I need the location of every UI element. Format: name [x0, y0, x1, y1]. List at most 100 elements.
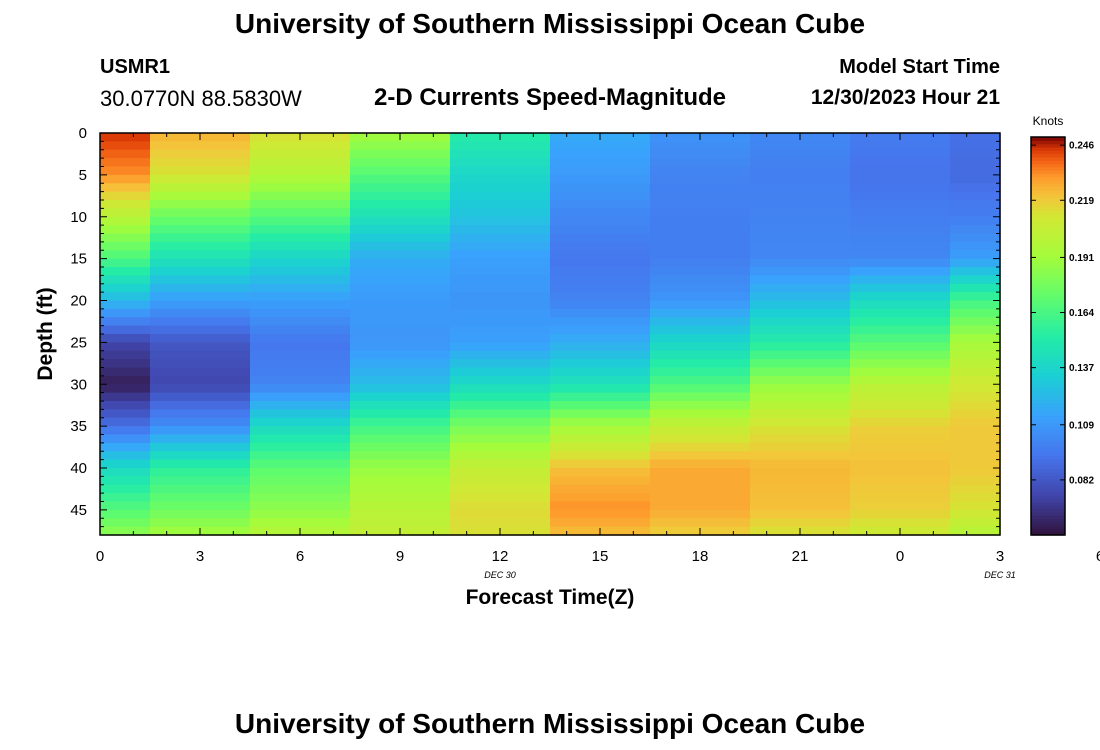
heatmap-cell — [550, 359, 651, 369]
heatmap-cell — [450, 501, 551, 511]
heatmap-cell — [550, 292, 651, 302]
colorbar-swatch — [1031, 491, 1065, 496]
heatmap-cell — [950, 292, 1001, 302]
heatmap-cell — [950, 174, 1001, 184]
heatmap-cell — [550, 434, 651, 444]
heatmap-cell — [150, 158, 251, 168]
heatmap-cell — [450, 518, 551, 528]
heatmap-cell — [850, 258, 951, 268]
heatmap-cell — [150, 308, 251, 318]
heatmap-cell — [550, 417, 651, 427]
heatmap-cell — [250, 250, 351, 260]
heatmap-cell — [450, 191, 551, 201]
x-tick-label: 0 — [96, 548, 104, 565]
x-tick-label: 9 — [396, 548, 404, 565]
colorbar-swatch — [1031, 382, 1065, 387]
heatmap-cell — [750, 141, 851, 151]
heatmap-cell — [250, 141, 351, 151]
heatmap-cell — [350, 350, 451, 360]
heatmap-cell — [850, 292, 951, 302]
heatmap-cell — [550, 166, 651, 176]
colorbar-swatch — [1031, 326, 1065, 330]
colorbar-swatch — [1031, 349, 1065, 354]
heatmap-cell — [950, 258, 1001, 268]
colorbar-swatch — [1031, 478, 1065, 483]
colorbar-swatch — [1031, 445, 1065, 450]
colorbar-swatch — [1031, 501, 1065, 506]
heatmap-cell — [850, 317, 951, 327]
heatmap-cell — [950, 300, 1001, 310]
heatmap-cell — [250, 442, 351, 452]
colorbar-swatch — [1031, 362, 1065, 367]
colorbar-swatch — [1031, 418, 1065, 423]
colorbar-swatch — [1031, 495, 1065, 500]
heatmap-cell — [250, 283, 351, 293]
heatmap-cell — [550, 493, 651, 503]
heatmap-cell — [350, 451, 451, 461]
colorbar-swatch — [1031, 266, 1065, 271]
heatmap-cell — [850, 484, 951, 494]
heatmap-cell — [550, 334, 651, 343]
colorbar-swatch — [1031, 183, 1065, 188]
heatmap-cell — [350, 384, 451, 394]
colorbar-swatch — [1031, 209, 1065, 214]
heatmap-cell — [650, 392, 751, 402]
heatmap-cell — [350, 334, 451, 343]
colorbar-swatch — [1031, 481, 1065, 486]
colorbar-swatch — [1031, 292, 1065, 297]
colorbar-label: Knots — [1033, 114, 1064, 128]
heatmap-cell — [750, 275, 851, 285]
y-axis-tick-labels: 0 5 10 15 20 25 30 35 40 45 — [70, 125, 87, 519]
colorbar-swatch — [1031, 272, 1065, 277]
colorbar-swatch — [1031, 442, 1065, 447]
heatmap-cell — [750, 191, 851, 201]
heatmap-cell — [950, 191, 1001, 201]
heatmap-cell — [750, 317, 851, 327]
colorbar-swatch — [1031, 392, 1065, 397]
heatmap-cell — [350, 417, 451, 427]
heatmap-cell — [350, 191, 451, 201]
heatmap-cell — [750, 518, 851, 528]
heatmap-cell — [950, 509, 1001, 519]
heatmap-cell — [250, 409, 351, 419]
heatmap-cell — [650, 183, 751, 193]
heatmap-cell — [450, 250, 551, 260]
heatmap-cell — [250, 191, 351, 201]
colorbar-swatch — [1031, 153, 1065, 158]
heatmap-cell — [100, 476, 151, 486]
heatmap-cell — [150, 292, 251, 302]
colorbar-swatch — [1031, 425, 1065, 430]
heatmap-cell — [850, 250, 951, 260]
colorbar-swatch — [1031, 322, 1065, 327]
heatmap-cell — [650, 334, 751, 343]
heatmap-cell — [950, 392, 1001, 402]
heatmap-cell — [350, 308, 451, 318]
heatmap-cell — [950, 342, 1001, 352]
heatmap-cell — [550, 267, 651, 276]
heatmap-cell — [150, 325, 251, 335]
heatmap-cell — [250, 183, 351, 193]
colorbar-swatch — [1031, 286, 1065, 291]
colorbar-swatch — [1031, 359, 1065, 364]
heatmap-cell — [850, 183, 951, 193]
heatmap-cell — [850, 375, 951, 385]
heatmap-cell — [850, 384, 951, 394]
heatmap-cell — [550, 208, 651, 218]
heatmap-cell — [250, 149, 351, 159]
heatmap-cell — [150, 334, 251, 343]
heatmap-cell — [100, 300, 151, 310]
heatmap-cell — [450, 493, 551, 503]
colorbar-swatch — [1031, 316, 1065, 321]
heatmap-cell — [350, 158, 451, 168]
heatmap-cell — [750, 493, 851, 503]
heatmap-cell — [750, 509, 851, 519]
colorbar-swatch — [1031, 146, 1065, 151]
heatmap-cell — [350, 501, 451, 511]
heatmap-cell — [150, 409, 251, 419]
heatmap-cell — [450, 166, 551, 176]
heatmap-cell — [350, 325, 451, 335]
heatmap-cell — [350, 476, 451, 486]
heatmap-cell — [100, 216, 151, 226]
y-tick-label: 0 — [79, 125, 87, 142]
heatmap-cell — [150, 200, 251, 209]
